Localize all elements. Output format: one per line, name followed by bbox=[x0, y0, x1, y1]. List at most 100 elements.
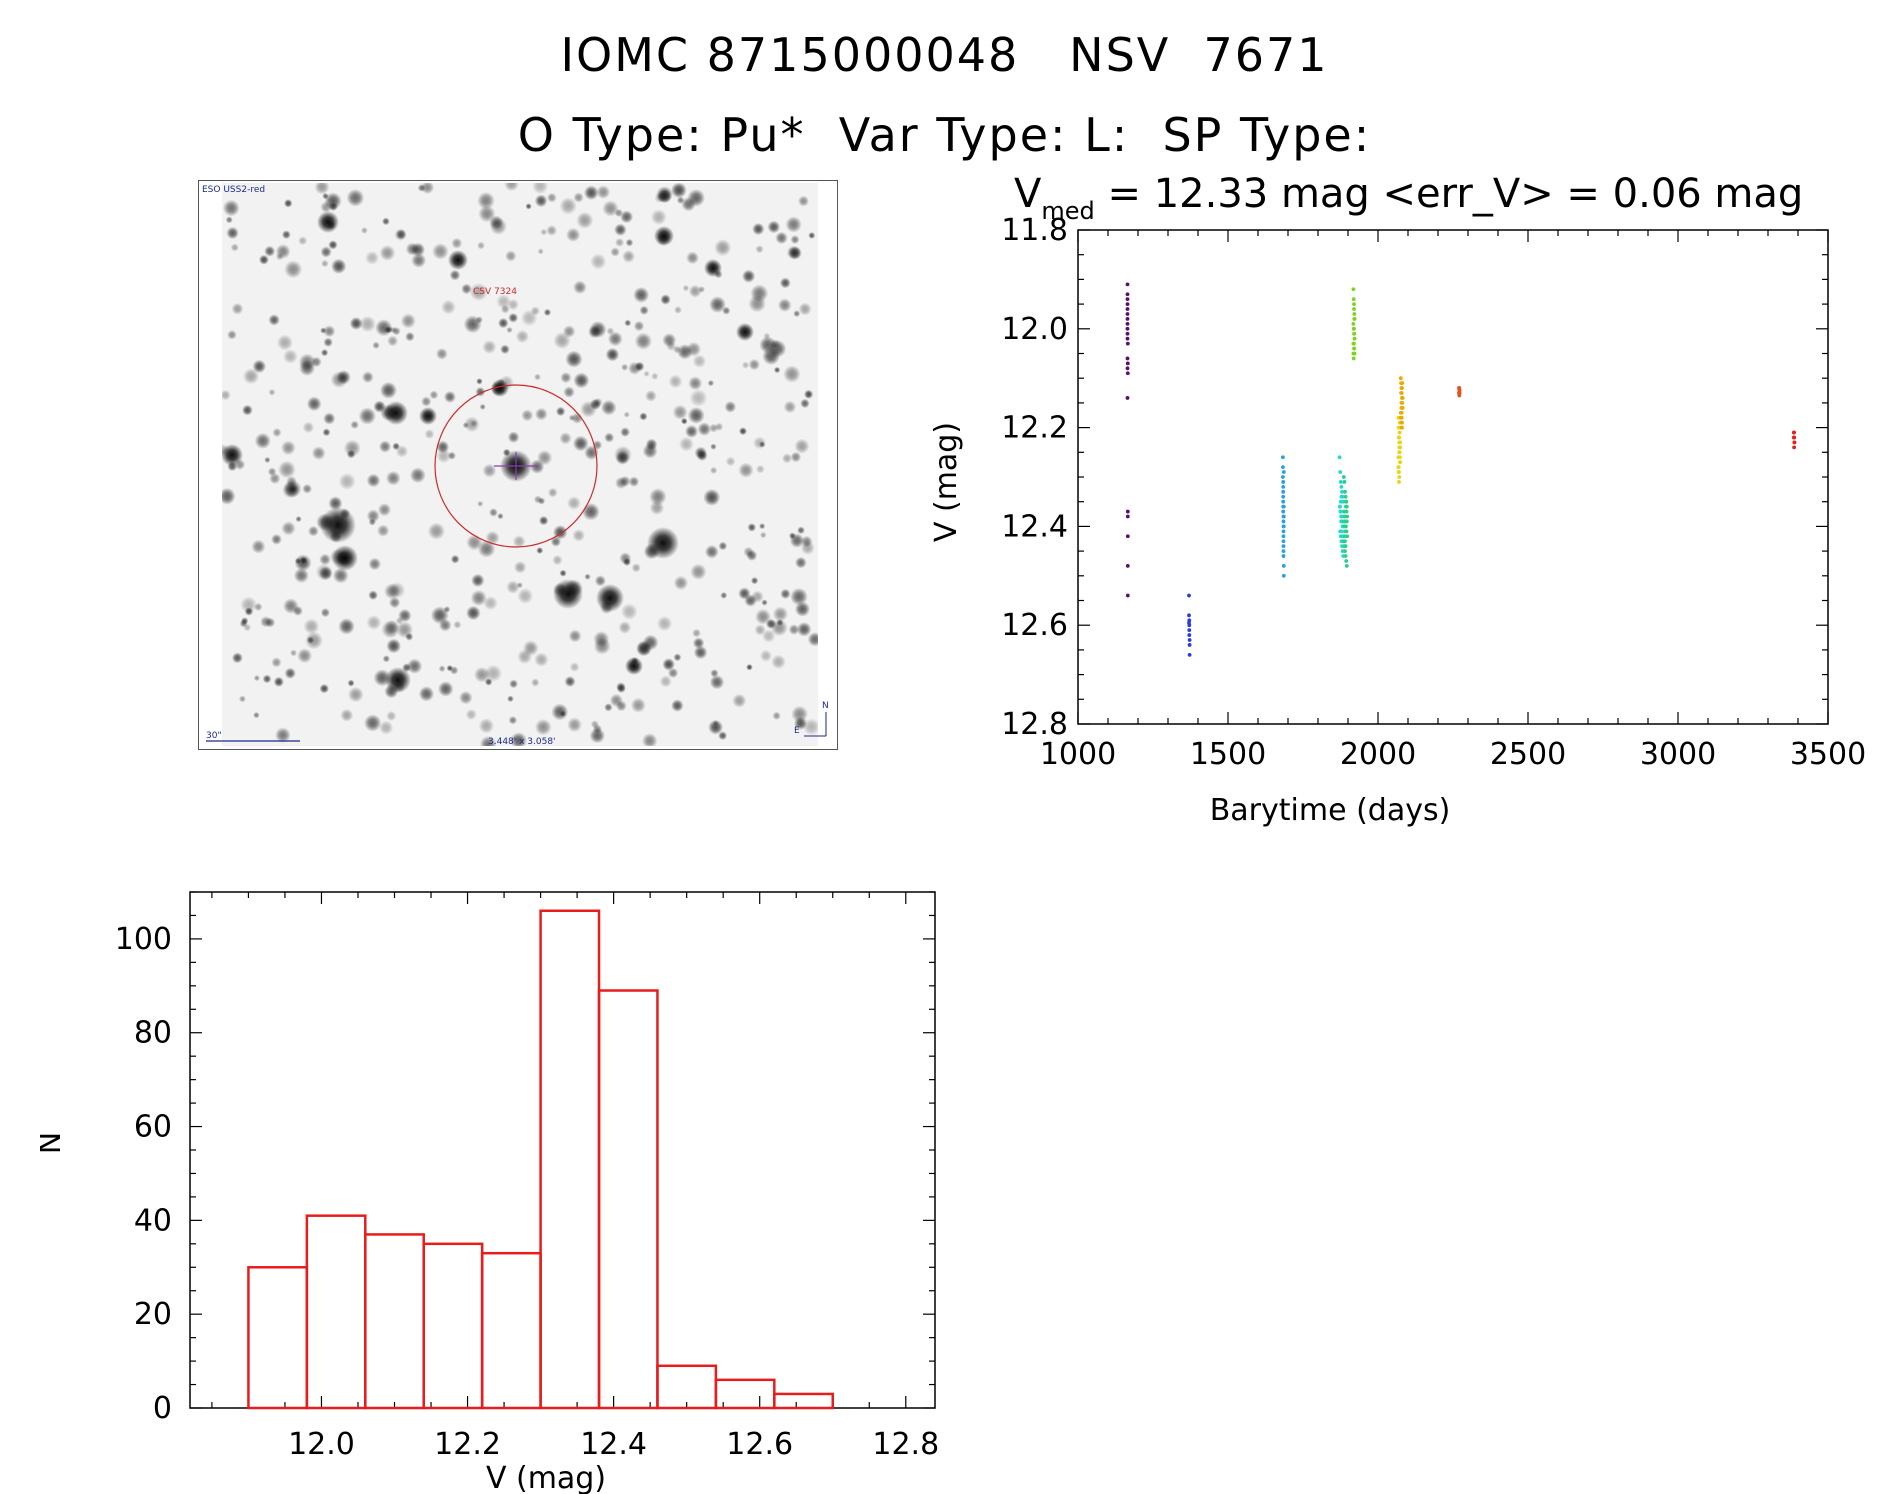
data-point bbox=[1352, 336, 1357, 341]
hist-y-tick-label: 100 bbox=[115, 922, 172, 957]
data-point bbox=[1339, 519, 1343, 524]
data-point bbox=[1125, 292, 1130, 297]
data-point bbox=[1125, 371, 1130, 376]
x-axis-label: Barytime (days) bbox=[1210, 793, 1451, 828]
data-point bbox=[1400, 396, 1405, 400]
data-point bbox=[1338, 499, 1343, 504]
data-point bbox=[1125, 282, 1130, 287]
data-point bbox=[1400, 381, 1405, 386]
size-label: 3.448' x 3.058' bbox=[488, 737, 556, 747]
data-point bbox=[1281, 519, 1286, 524]
data-point bbox=[1398, 460, 1402, 465]
y-tick-label: 12.8 bbox=[1001, 707, 1068, 742]
plot-frame bbox=[1077, 229, 1829, 725]
data-point bbox=[1344, 519, 1349, 524]
light-curve-axes: 1000 1500 2000 2500 3000 3500 11.8 12.0 12.2 12.4… bbox=[1001, 213, 1866, 772]
y-tick-label: 12.4 bbox=[1001, 509, 1068, 544]
chart-title-line-1: IOMC 8715000048 NSV 7671 bbox=[560, 28, 1329, 82]
data-point bbox=[1281, 549, 1286, 553]
data-point bbox=[1792, 440, 1797, 445]
east-label: E bbox=[794, 726, 800, 736]
title-v: V bbox=[1014, 171, 1042, 217]
data-point bbox=[1281, 504, 1286, 509]
data-point bbox=[1187, 633, 1192, 637]
data-point bbox=[1343, 489, 1347, 494]
data-point bbox=[1281, 475, 1285, 479]
target-circle bbox=[434, 384, 598, 548]
y-tick-label: 12.2 bbox=[1001, 411, 1068, 446]
data-point bbox=[1792, 435, 1796, 440]
data-point bbox=[1281, 524, 1286, 529]
data-point bbox=[1187, 643, 1192, 647]
data-point bbox=[1281, 465, 1285, 470]
y-axis-label: V (mag) bbox=[930, 422, 964, 542]
histogram-bar bbox=[539, 909, 601, 1410]
data-point bbox=[1343, 549, 1347, 553]
data-point bbox=[1338, 509, 1343, 514]
x-tick-label: 3500 bbox=[1790, 737, 1866, 772]
data-point bbox=[1281, 494, 1286, 499]
data-point bbox=[1338, 504, 1342, 509]
histogram-chart: 12.0 12.2 12.4 12.6 12.8 0 20 40 60 80 100 V (mag)… bbox=[40, 891, 939, 1494]
data-point bbox=[1187, 613, 1191, 618]
data-point bbox=[1343, 529, 1348, 534]
data-point bbox=[1343, 554, 1348, 558]
data-point bbox=[1351, 321, 1356, 326]
hist-x-tick-label: 12.8 bbox=[872, 1427, 939, 1462]
data-point bbox=[1399, 401, 1404, 405]
data-point bbox=[1281, 544, 1286, 549]
histogram-bar bbox=[305, 1214, 367, 1410]
data-point bbox=[1338, 480, 1343, 484]
histogram-bar bbox=[773, 1392, 834, 1410]
data-point bbox=[1187, 638, 1192, 642]
data-point bbox=[1281, 529, 1286, 534]
data-point bbox=[1125, 317, 1130, 321]
data-point bbox=[1339, 529, 1344, 534]
data-point bbox=[1342, 519, 1346, 524]
star-field bbox=[222, 183, 818, 746]
histogram-bar bbox=[480, 1251, 542, 1410]
data-point bbox=[1343, 544, 1348, 549]
data-point bbox=[1125, 302, 1130, 306]
data-point bbox=[1339, 494, 1344, 499]
data-point bbox=[1457, 393, 1462, 398]
data-point bbox=[1281, 455, 1285, 460]
data-point bbox=[1344, 559, 1349, 563]
x-tick-label: 3000 bbox=[1640, 737, 1716, 772]
hist-x-axis-label: V (mag) bbox=[486, 1461, 606, 1494]
histogram-bar bbox=[364, 1233, 425, 1410]
hist-y-tick-label: 0 bbox=[153, 1391, 172, 1426]
histogram-bar bbox=[597, 989, 659, 1410]
data-point bbox=[1352, 331, 1357, 336]
x-tick-label: 2000 bbox=[1340, 737, 1416, 772]
data-point bbox=[1398, 376, 1403, 381]
x-tick-label: 1000 bbox=[1040, 737, 1116, 772]
hist-y-tick-label: 80 bbox=[134, 1016, 172, 1051]
data-point bbox=[1340, 489, 1344, 494]
light-curve-points bbox=[1125, 282, 1797, 657]
data-point bbox=[1398, 440, 1403, 445]
data-point bbox=[1397, 480, 1401, 484]
data-point bbox=[1352, 341, 1356, 346]
data-point bbox=[1125, 331, 1130, 336]
data-point bbox=[1400, 420, 1404, 425]
hist-frame bbox=[189, 891, 936, 1409]
histogram-bar bbox=[656, 1364, 718, 1410]
hist-x-tick-label: 12.6 bbox=[726, 1427, 793, 1462]
data-point bbox=[1338, 470, 1343, 474]
data-point bbox=[1125, 396, 1130, 400]
hist-x-tick-label: 12.4 bbox=[580, 1427, 647, 1462]
data-point bbox=[1343, 524, 1347, 529]
x-tick-label: 2500 bbox=[1490, 737, 1566, 772]
data-point bbox=[1351, 351, 1356, 356]
data-point bbox=[1125, 361, 1130, 366]
data-point bbox=[1397, 430, 1402, 435]
data-point bbox=[1342, 534, 1347, 539]
x-tick-label: 1500 bbox=[1190, 737, 1266, 772]
data-point bbox=[1125, 356, 1130, 361]
data-point bbox=[1341, 475, 1346, 479]
light-curve-title: Vmed = 12.33 mag <err_V> = 0.06 mag bbox=[1014, 171, 1803, 225]
data-point bbox=[1351, 287, 1356, 292]
data-point bbox=[1281, 509, 1286, 514]
finder-frame bbox=[198, 180, 838, 750]
